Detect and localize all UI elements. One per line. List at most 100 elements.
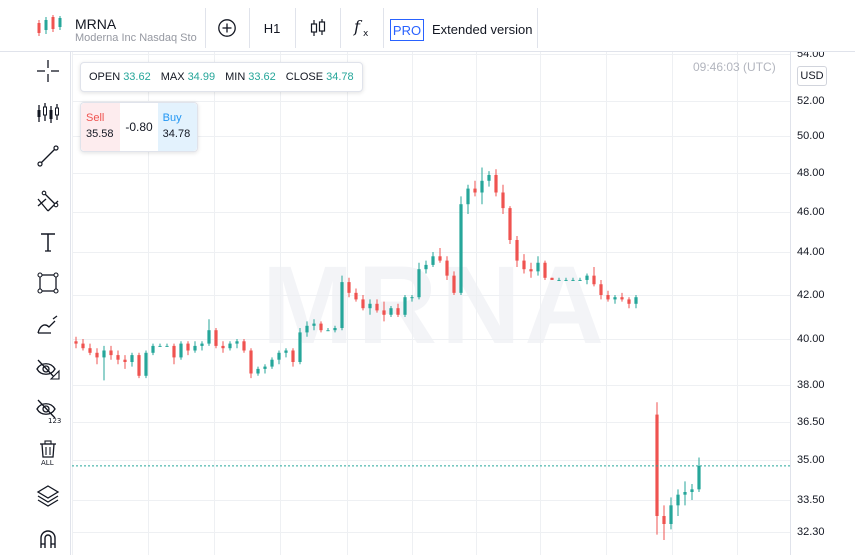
magnet-icon — [40, 530, 56, 548]
candle-body — [655, 414, 659, 516]
function-icon: f x — [353, 17, 369, 39]
symbol-name[interactable]: MRNA — [75, 16, 117, 32]
candle-body — [116, 355, 120, 360]
open-value: 33.62 — [123, 71, 151, 83]
close-value: 34.78 — [326, 71, 354, 83]
candle-body — [410, 297, 414, 299]
indicator-bars-tool[interactable] — [33, 98, 63, 128]
candle-body — [298, 332, 302, 362]
candle-body — [144, 352, 148, 376]
open-label: OPEN — [89, 71, 121, 83]
candle-body — [697, 465, 701, 490]
add-symbol-button[interactable] — [212, 12, 242, 44]
server-time: 09:46:03 (UTC) — [693, 60, 776, 74]
candle-body — [683, 492, 687, 495]
price-tick-label: 46.00 — [797, 206, 825, 218]
price-tick-label: 42.00 — [797, 289, 825, 301]
sell-button[interactable]: Sell 35.58 — [81, 103, 121, 151]
candle-body — [242, 341, 246, 351]
price-tick-label: 44.00 — [797, 246, 825, 258]
candle-body — [438, 256, 442, 261]
price-tick-label: 48.00 — [797, 167, 825, 179]
divider — [295, 8, 296, 48]
candle-body — [165, 345, 169, 347]
magnet-tool[interactable] — [33, 524, 63, 554]
price-tick-label: 52.00 — [797, 95, 825, 107]
pro-badge[interactable]: PRO — [390, 19, 424, 41]
candle-body — [494, 174, 498, 193]
candle-body — [375, 303, 379, 311]
candle-body — [333, 328, 337, 331]
trade-panel: Sell 35.58 -0.80 Buy 34.78 — [80, 102, 198, 152]
candle-body — [417, 269, 421, 298]
candle-body — [102, 350, 106, 358]
candle-body — [571, 279, 575, 281]
candle-body — [207, 330, 211, 344]
price-tick-label: 33.50 — [797, 494, 825, 506]
fib-tool[interactable] — [33, 186, 63, 216]
hide-drawings-tool[interactable] — [33, 354, 63, 384]
layers-tool[interactable] — [33, 480, 63, 510]
candle-body — [354, 292, 358, 300]
candle-body — [200, 343, 204, 346]
candle-body — [487, 174, 491, 181]
crosshair-tool[interactable] — [33, 56, 63, 86]
brush-tool[interactable] — [33, 310, 63, 340]
currency-badge[interactable]: USD — [797, 66, 827, 86]
candle-body — [361, 299, 365, 309]
candle-body — [627, 299, 631, 304]
candle-body — [431, 256, 435, 265]
candle-body — [599, 284, 603, 295]
sell-price: 35.58 — [86, 128, 114, 140]
candle-body — [95, 352, 99, 358]
candle-body — [536, 262, 540, 272]
price-tick-label: 50.00 — [797, 130, 825, 142]
hide-indicators-tool[interactable]: 123 — [33, 396, 63, 426]
divider — [537, 8, 538, 48]
candle-body — [592, 275, 596, 285]
chart-area[interactable]: MRNA — [72, 52, 790, 555]
chart-type-button[interactable] — [303, 12, 333, 44]
candle-body — [109, 350, 113, 356]
candle-body — [326, 330, 330, 332]
price-axis[interactable]: 54.00 52.00 50.00 48.00 46.00 44.00 42.00 40.00… — [790, 52, 855, 555]
candle-body — [123, 359, 127, 362]
candle-body — [613, 297, 617, 300]
delete-all-tool[interactable]: ALL — [33, 438, 63, 468]
candle-body — [578, 279, 582, 281]
price-chart[interactable] — [72, 52, 790, 555]
interval-button[interactable]: H1 — [263, 20, 281, 36]
candle-body — [382, 310, 386, 315]
min-value: 33.62 — [248, 71, 276, 83]
candle-body — [515, 240, 519, 261]
candle-body — [193, 345, 197, 351]
candle-body — [305, 325, 309, 333]
candle-body — [550, 277, 554, 280]
brush-icon — [37, 315, 58, 334]
divider — [340, 8, 341, 48]
trend-line-tool[interactable] — [33, 141, 63, 171]
text-tool-icon — [41, 233, 55, 252]
extended-version-link[interactable]: Extended version — [432, 22, 533, 37]
text-tool[interactable] — [33, 227, 63, 257]
shapes-tool[interactable] — [33, 268, 63, 298]
candle-body — [620, 297, 624, 300]
candle-body — [585, 275, 589, 280]
divider — [383, 8, 384, 48]
delete-all-icon: ALL — [40, 440, 56, 466]
indicators-button[interactable]: f x — [347, 12, 377, 44]
candle-body — [634, 297, 638, 304]
candlestick-icon — [310, 19, 326, 36]
close-label: CLOSE — [285, 71, 324, 83]
candle-body — [564, 279, 568, 281]
sell-label: Sell — [86, 112, 105, 124]
candle-body — [221, 345, 225, 349]
candle-body — [466, 188, 470, 205]
candle-body — [172, 345, 176, 358]
candle-body — [291, 350, 295, 362]
price-tick-label: 32.30 — [797, 526, 825, 538]
fib-tools-icon — [37, 190, 59, 212]
svg-text:ALL: ALL — [41, 459, 54, 466]
buy-button[interactable]: Buy 34.78 — [157, 103, 198, 151]
candle-body — [522, 260, 526, 270]
